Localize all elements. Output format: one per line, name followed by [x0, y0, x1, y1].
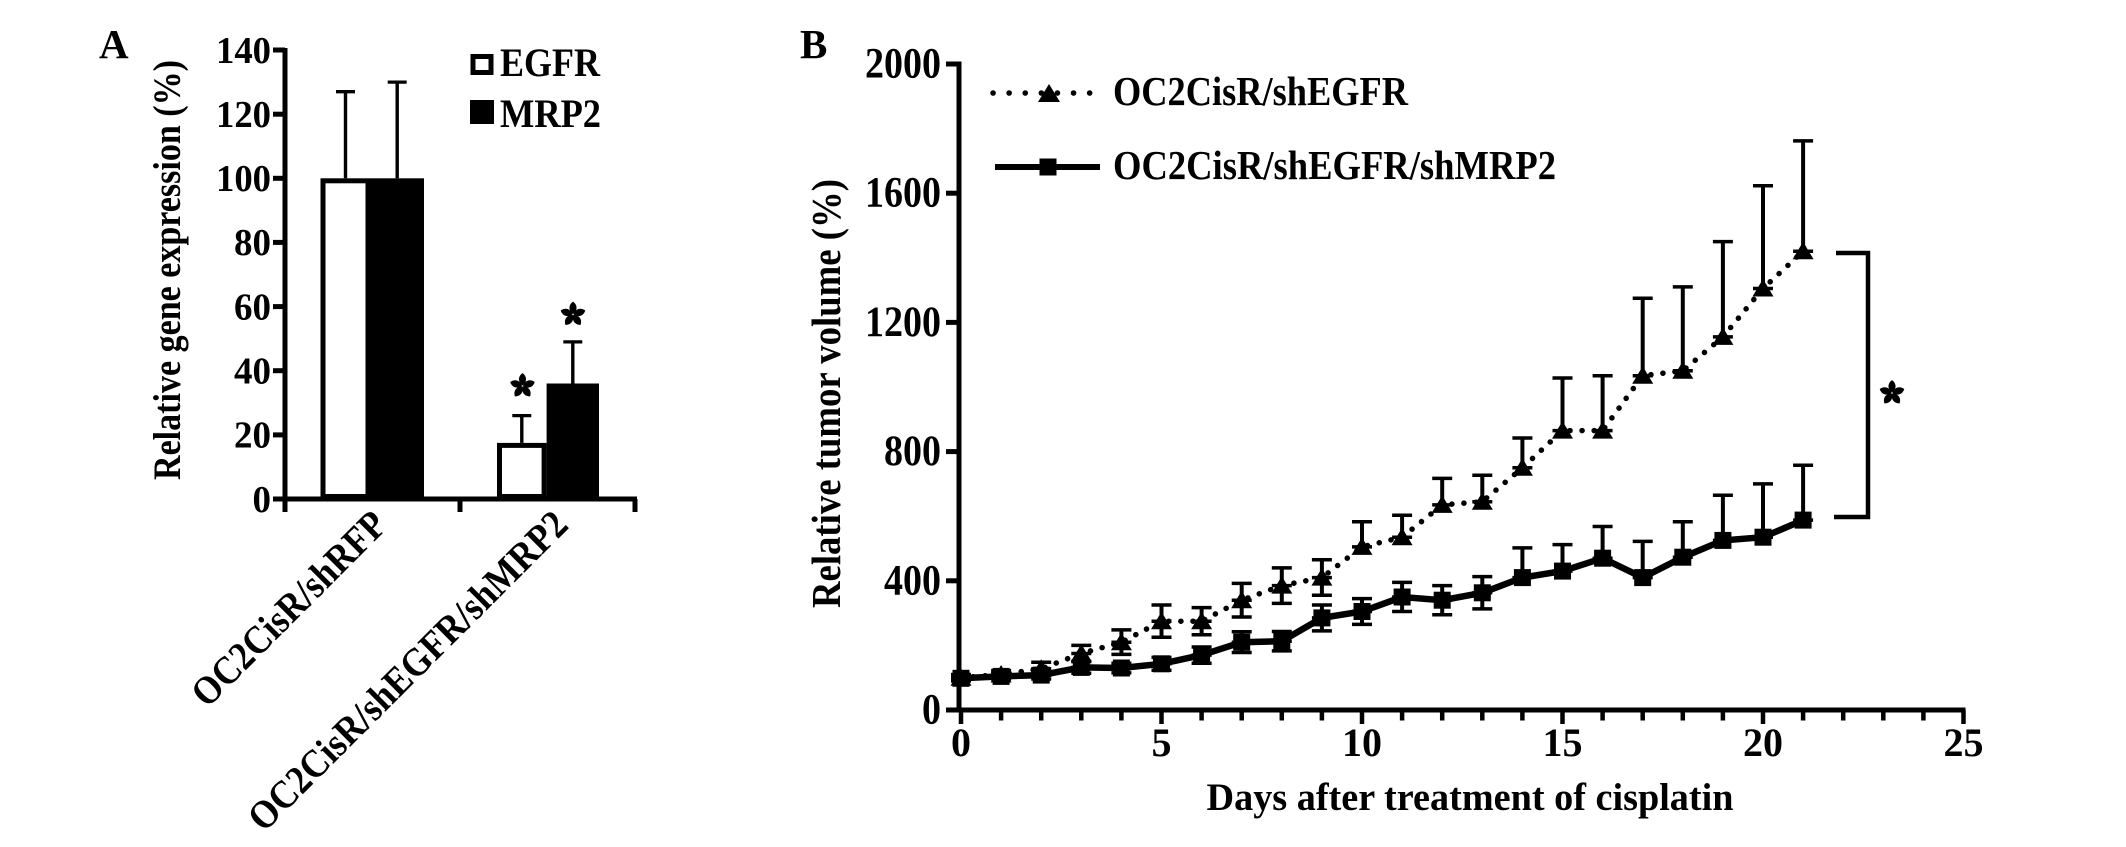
svg-text:10: 10	[1342, 720, 1382, 765]
svg-text:A: A	[99, 21, 129, 67]
svg-text:20: 20	[234, 415, 271, 457]
svg-text:25: 25	[1944, 720, 1984, 765]
svg-text:40: 40	[234, 351, 271, 393]
svg-text:140: 140	[216, 30, 271, 72]
svg-text:MRP2: MRP2	[500, 91, 601, 136]
svg-text:2000: 2000	[865, 40, 941, 88]
svg-text:OC2CisR/shEGFR/shMRP2: OC2CisR/shEGFR/shMRP2	[1113, 142, 1556, 188]
svg-text:80: 80	[234, 222, 271, 264]
svg-text:20: 20	[1743, 720, 1783, 765]
svg-text:0: 0	[951, 720, 971, 765]
svg-text:15: 15	[1543, 720, 1583, 765]
svg-text:5: 5	[1152, 720, 1172, 765]
svg-text:Relative tumor volume (%): Relative tumor volume (%)	[803, 179, 849, 608]
svg-text:1600: 1600	[865, 169, 941, 217]
svg-text:EGFR: EGFR	[500, 40, 601, 85]
svg-text:100: 100	[216, 158, 271, 200]
svg-text:Relative gene expression (%): Relative gene expression (%)	[146, 60, 189, 480]
svg-text:Days after treatment of cispla: Days after treatment of cisplatin	[1207, 776, 1734, 819]
svg-text:OC2CisR/shEGFR: OC2CisR/shEGFR	[1113, 68, 1408, 114]
svg-text:800: 800	[884, 427, 941, 475]
svg-text:400: 400	[884, 556, 941, 604]
svg-text:B: B	[800, 21, 827, 67]
svg-text:120: 120	[216, 94, 271, 136]
svg-text:0: 0	[922, 686, 941, 734]
svg-text:1200: 1200	[865, 298, 941, 346]
svg-text:60: 60	[234, 286, 271, 328]
svg-text:0: 0	[253, 479, 272, 521]
